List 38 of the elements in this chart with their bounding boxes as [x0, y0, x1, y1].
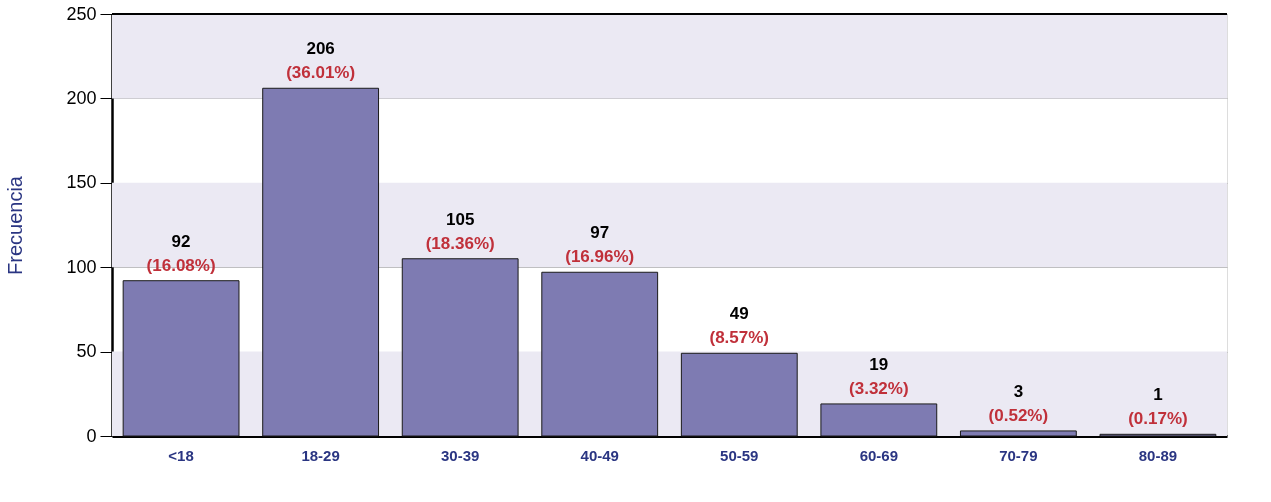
bar [959, 430, 1077, 437]
bar [820, 403, 938, 437]
bar [680, 352, 798, 437]
annotation: (18.36%) [425, 233, 495, 253]
annotation: (3.32%) [849, 378, 909, 398]
bar [541, 271, 659, 437]
y-tick-label: 250 [66, 3, 97, 24]
y-tick-label: 0 [86, 425, 97, 446]
data-label: 3 [1013, 381, 1024, 401]
bar [401, 258, 519, 437]
bar [122, 280, 240, 437]
x-tick-label: 70-79 [999, 446, 1038, 464]
x-tick-label: <18 [168, 446, 194, 464]
y-tick-label: 100 [66, 256, 97, 277]
y-axis-title: Frecuencia [4, 175, 27, 275]
annotation: (36.01%) [286, 63, 356, 83]
data-label: 19 [869, 354, 889, 374]
data-label: 92 [171, 231, 191, 251]
data-label: 1 [1153, 385, 1163, 405]
y-tick-label: 150 [66, 172, 97, 193]
x-tick-label: 40-49 [580, 446, 619, 464]
x-tick-label: 50-59 [720, 446, 759, 464]
data-label: 206 [306, 39, 335, 59]
annotation: (0.17%) [1128, 409, 1188, 429]
y-tick-label: 200 [66, 87, 97, 108]
annotation: (8.57%) [709, 328, 770, 348]
x-tick-label: 60-69 [859, 446, 899, 464]
y-tick-label: 50 [76, 341, 97, 362]
x-tick-label: 18-29 [301, 446, 340, 464]
data-label: 97 [590, 223, 610, 243]
annotation: (0.52%) [988, 405, 1049, 425]
x-tick-label: 80-89 [1138, 446, 1178, 464]
x-tick-label: 30-39 [440, 446, 480, 464]
bar [262, 87, 380, 437]
data-label: 105 [445, 209, 475, 229]
data-label: 49 [729, 304, 749, 324]
annotation: (16.96%) [565, 247, 635, 267]
annotation: (16.08%) [146, 255, 216, 275]
